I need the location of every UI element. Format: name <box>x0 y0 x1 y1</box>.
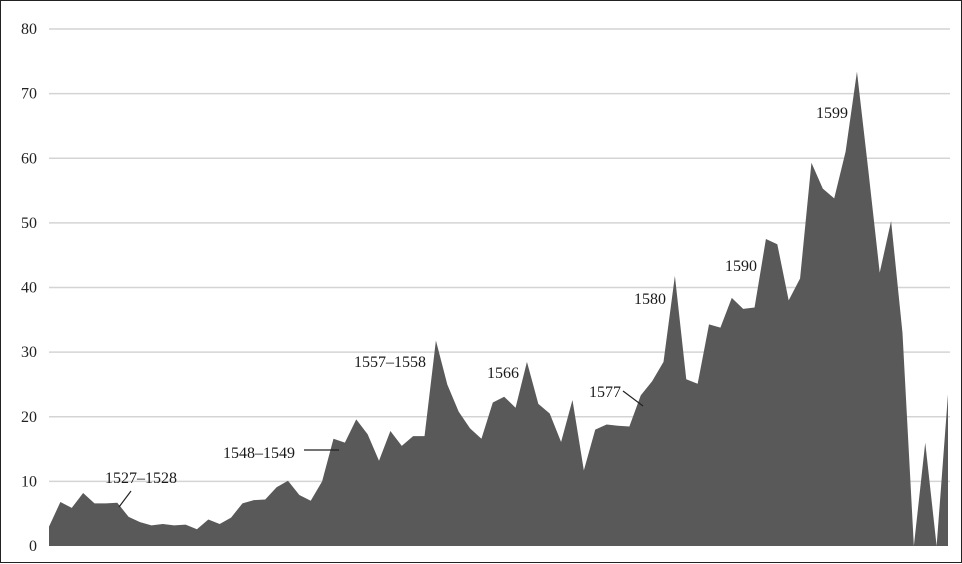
y-axis-ticks: 0 10 20 30 40 50 60 70 80 <box>21 21 37 555</box>
y-tick-label-10: 10 <box>21 473 37 490</box>
annotation-label-1557-1558: 1557–1558 <box>354 354 426 371</box>
annotations: 1527–1528 1548–1549 1557–1558 1566 1577 1580 1… <box>105 105 848 508</box>
annotation-leader-1527-1528 <box>118 490 132 508</box>
y-tick-label-80: 80 <box>21 21 37 38</box>
annotation-label-1599: 1599 <box>816 105 848 122</box>
annotation-label-1577: 1577 <box>589 384 621 401</box>
y-tick-label-60: 60 <box>21 150 37 167</box>
y-tick-label-30: 30 <box>21 344 37 361</box>
annotation-label-1580: 1580 <box>634 291 666 308</box>
data-area <box>49 71 948 547</box>
area-series <box>49 71 948 547</box>
annotation-label-1590: 1590 <box>725 258 757 275</box>
y-tick-label-20: 20 <box>21 409 37 426</box>
annotation-label-1527-1528: 1527–1528 <box>105 470 177 487</box>
gridlines <box>49 28 950 483</box>
y-tick-label-0: 0 <box>29 538 37 555</box>
annotation-label-1566: 1566 <box>487 365 519 382</box>
annotation-label-1548-1549: 1548–1549 <box>223 445 295 462</box>
y-tick-label-40: 40 <box>21 280 37 297</box>
annotation-leader-1577 <box>622 390 644 407</box>
y-tick-label-70: 70 <box>21 86 37 103</box>
y-tick-label-50: 50 <box>21 215 37 232</box>
